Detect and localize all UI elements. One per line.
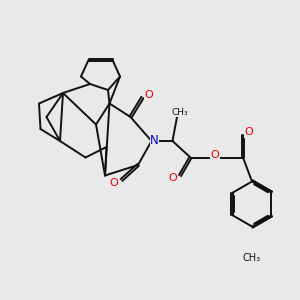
Text: O: O <box>168 173 177 184</box>
Text: CH₃: CH₃ <box>171 108 188 117</box>
Text: O: O <box>244 127 253 137</box>
Text: O: O <box>144 89 153 100</box>
Text: CH₃: CH₃ <box>243 253 261 263</box>
Text: N: N <box>150 134 159 148</box>
Text: O: O <box>211 149 220 160</box>
Text: O: O <box>110 178 118 188</box>
